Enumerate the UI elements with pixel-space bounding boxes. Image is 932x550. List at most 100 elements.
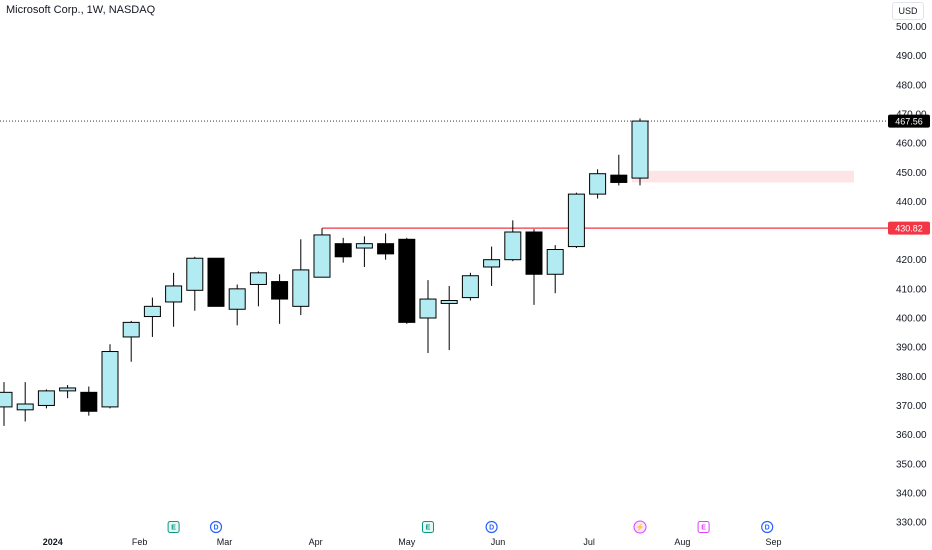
y-tick-label: 370.00 (896, 401, 927, 412)
x-tick-label: Aug (674, 537, 690, 547)
event-shape (697, 521, 710, 533)
x-tick-label: Sep (766, 537, 782, 547)
candle (143, 297, 161, 337)
candle-body (398, 238, 416, 323)
earnings-upcoming-marker[interactable]: E (697, 521, 710, 533)
candle-body (461, 275, 479, 299)
x-tick-label: Feb (132, 537, 148, 547)
candle-body (271, 281, 289, 300)
event-shape (485, 520, 498, 534)
candle (249, 271, 267, 307)
x-tick-label: Mar (217, 537, 233, 547)
candle (398, 237, 416, 324)
candle (228, 284, 246, 326)
y-tick-label: 460.00 (896, 139, 927, 150)
dividend-marker[interactable]: D (209, 520, 223, 534)
last-price-tag-label: 467.56 (895, 116, 923, 126)
candle (271, 274, 289, 324)
y-tick-label: 360.00 (896, 430, 927, 441)
event-shape (422, 521, 434, 533)
last-price-tag-bg (888, 114, 930, 128)
price-axis[interactable]: 330.00 340.00 350.00 360.00 370.00 380.00 390.… (896, 22, 927, 529)
event-symbol: E (171, 525, 176, 532)
event-shape (167, 521, 180, 533)
candle (292, 239, 310, 316)
candle (0, 382, 13, 426)
event-shape (761, 520, 774, 534)
candle-body (334, 243, 352, 258)
candle (16, 382, 34, 422)
y-tick-label: 390.00 (896, 343, 927, 354)
candle-body (186, 257, 204, 291)
x-tick-label: 2024 (43, 537, 63, 547)
y-tick-label: 440.00 (896, 197, 927, 208)
candle-body (610, 174, 628, 183)
candle-body (525, 231, 543, 275)
candle-body (292, 269, 310, 307)
x-tick-label: Jul (583, 537, 595, 547)
candle (610, 154, 628, 186)
y-tick-label: 400.00 (896, 314, 927, 325)
event-symbol: E (426, 525, 431, 532)
candle-body (546, 248, 564, 275)
candle-body (16, 403, 34, 411)
candle (313, 228, 331, 278)
candle-body (101, 351, 119, 408)
event-symbol: D (489, 525, 494, 532)
candle-body (567, 193, 585, 248)
candle (37, 389, 55, 409)
candle (483, 246, 501, 286)
time-axis[interactable]: Dec2024FebMarAprMayJunJulAugSep (0, 537, 782, 547)
candle-body (355, 243, 373, 249)
candle (59, 385, 77, 399)
candle (377, 233, 395, 260)
event-symbol: D (765, 525, 770, 532)
event-symbol: E (701, 525, 706, 532)
candle (567, 192, 585, 249)
level-price-tag-bg (888, 221, 930, 235)
candle (355, 236, 373, 267)
candle-body (122, 321, 140, 338)
candle-body (249, 272, 267, 285)
earnings-marker[interactable]: E (167, 521, 180, 533)
event-shape (209, 520, 223, 534)
candle (186, 256, 204, 311)
candle-body (589, 173, 607, 195)
candle (165, 272, 183, 327)
candle (122, 320, 140, 362)
candle (101, 344, 119, 409)
candle-body (440, 300, 458, 304)
x-tick-label: May (398, 537, 416, 547)
price-tags: 430.82 467.56 (888, 114, 930, 235)
candle (461, 272, 479, 301)
candle-body (377, 243, 395, 255)
y-tick-label: 330.00 (896, 518, 927, 529)
y-tick-label: 380.00 (896, 372, 927, 383)
y-tick-label: 340.00 (896, 488, 927, 499)
dividend-marker[interactable]: D (485, 520, 498, 534)
highlight-zone (632, 170, 854, 183)
candle-body (207, 257, 225, 307)
candle-body (59, 387, 77, 392)
split-marker[interactable]: ⚡ (633, 520, 647, 534)
y-tick-label: 410.00 (896, 284, 927, 295)
currency-button[interactable]: USD (892, 2, 924, 20)
dividend-upcoming-marker[interactable]: D (761, 520, 774, 534)
level-price-tag: 430.82 (888, 221, 930, 235)
y-tick-label: 420.00 (896, 255, 927, 266)
candle-body (631, 120, 649, 179)
level-price-tag-label: 430.82 (895, 223, 923, 233)
candle (504, 220, 522, 262)
candle-body (313, 234, 331, 278)
candle (334, 237, 352, 263)
event-shape (633, 520, 647, 534)
candle (525, 229, 543, 305)
earnings-marker[interactable]: E (422, 521, 434, 533)
candle (440, 285, 458, 351)
candle-body (80, 391, 98, 412)
candle-body (165, 285, 183, 303)
candle (207, 257, 225, 307)
candle (80, 386, 98, 416)
y-tick-label: 450.00 (896, 168, 927, 179)
